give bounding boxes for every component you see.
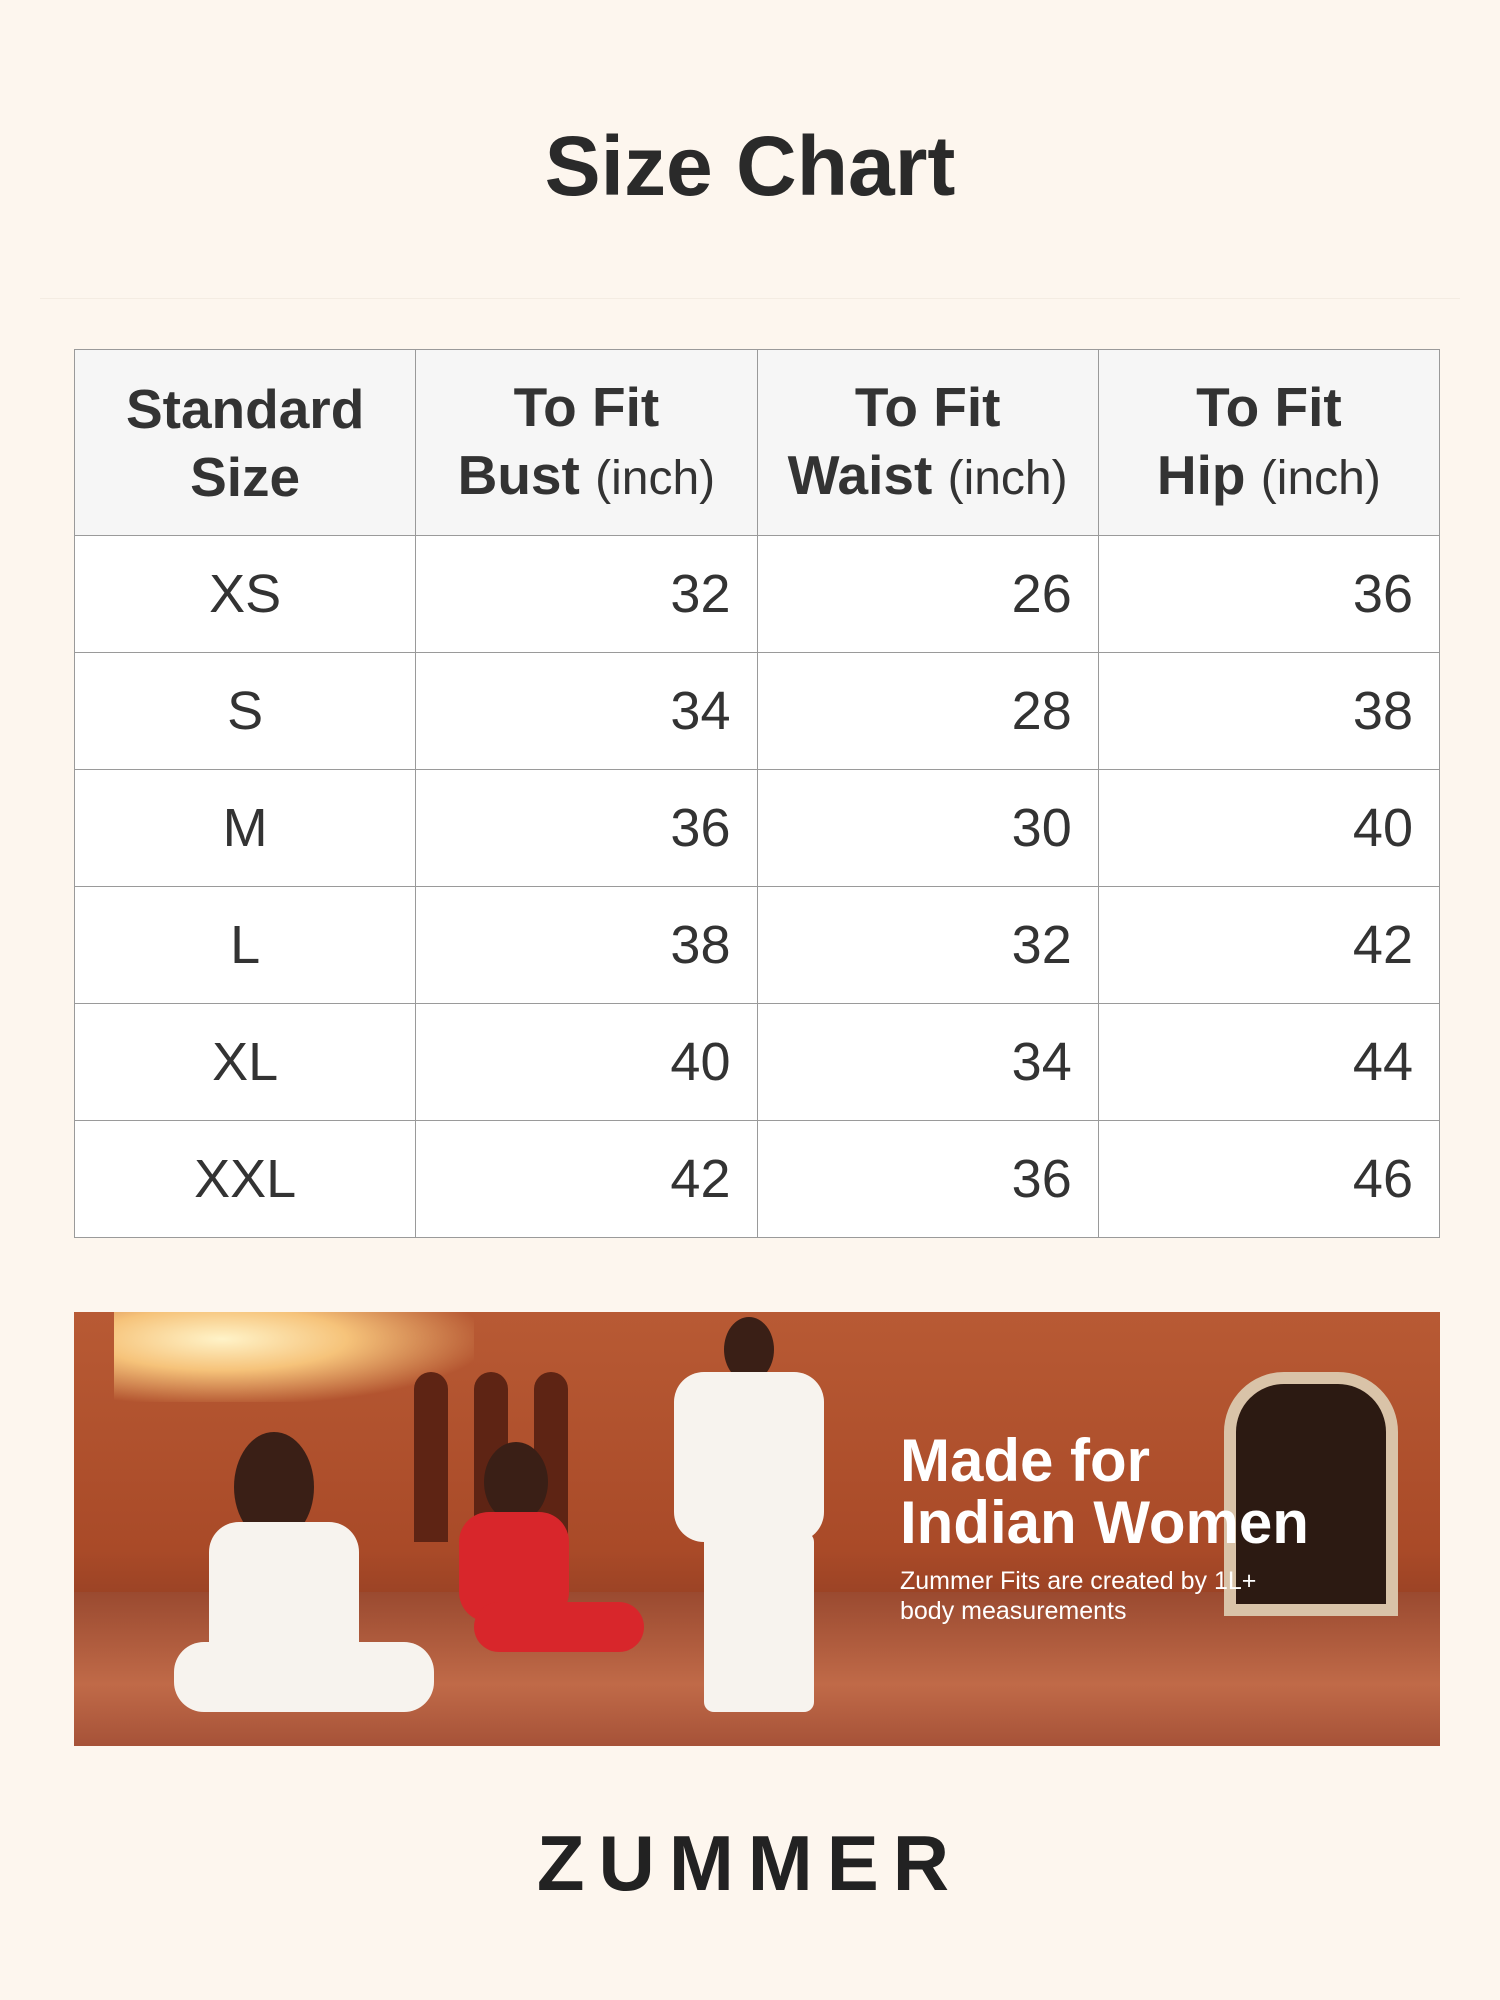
table-row: XXL 42 36 46: [73, 1120, 1441, 1238]
cell-size: S: [73, 652, 417, 770]
table-row: XS 32 26 36: [73, 535, 1441, 653]
table-header-row: Standard Size To Fit Bust (inch) To Fit Wai…: [73, 349, 1441, 536]
cell-hip: 44: [1097, 1003, 1441, 1121]
table-row: S 34 28 38: [73, 652, 1441, 770]
banner-headline: Made for Indian Women: [900, 1430, 1309, 1554]
promo-banner: Made for Indian Women Zummer Fits are cre…: [74, 1312, 1440, 1746]
cell-waist: 30: [756, 769, 1099, 887]
cell-bust: 40: [415, 1003, 758, 1121]
model-2-pants: [474, 1602, 644, 1652]
model-3-hair: [724, 1317, 774, 1382]
brand-logo: ZUMMER: [536, 1819, 964, 1907]
archway: [414, 1372, 448, 1542]
cell-waist: 36: [756, 1120, 1099, 1238]
cell-bust: 38: [415, 886, 758, 1004]
banner-subtext: Zummer Fits are created by 1L+ body measu…: [900, 1566, 1256, 1626]
cell-bust: 42: [415, 1120, 758, 1238]
cell-size: XL: [73, 1003, 417, 1121]
model-3-pants: [704, 1532, 814, 1712]
model-2-hair: [484, 1442, 548, 1522]
subtext-line1: Zummer Fits are created by 1L+: [900, 1567, 1257, 1595]
size-chart-table: Standard Size To Fit Bust (inch) To Fit Wai…: [73, 349, 1441, 1238]
page-title: Size Chart: [544, 119, 956, 213]
cell-size: XS: [73, 535, 417, 653]
cell-size: M: [73, 769, 417, 887]
cell-waist: 32: [756, 886, 1099, 1004]
cell-bust: 32: [415, 535, 758, 653]
header-line1: To Fit: [854, 375, 1001, 438]
cell-bust: 36: [415, 769, 758, 887]
header-unit: (inch): [595, 451, 716, 505]
cell-bust: 34: [415, 652, 758, 770]
cell-size: L: [73, 886, 417, 1004]
cell-waist: 26: [756, 535, 1099, 653]
table-row: XL 40 34 44: [73, 1003, 1441, 1121]
header-line1: To Fit: [1196, 375, 1342, 438]
header-standard-size: Standard Size: [73, 349, 417, 536]
cell-hip: 46: [1097, 1120, 1441, 1238]
header-waist: To Fit Waist (inch): [756, 349, 1099, 536]
model-1-pants: [174, 1642, 434, 1712]
cell-hip: 40: [1097, 769, 1441, 887]
header-bust: To Fit Bust (inch): [415, 349, 758, 536]
subtext-line2: body measurements: [900, 1597, 1127, 1625]
headline-line2: Indian Women: [900, 1489, 1309, 1556]
model-3-shirt: [674, 1372, 824, 1542]
table-row: L 38 32 42: [73, 886, 1441, 1004]
cell-waist: 34: [756, 1003, 1099, 1121]
doorway: [1224, 1372, 1398, 1616]
cell-size: XXL: [73, 1120, 417, 1238]
cell-hip: 36: [1097, 535, 1441, 653]
header-line2: Bust: [457, 443, 580, 506]
header-unit: (inch): [947, 451, 1068, 505]
cell-hip: 38: [1097, 652, 1441, 770]
headline-line1: Made for: [900, 1427, 1151, 1494]
table-row: M 36 30 40: [73, 769, 1441, 887]
header-line2: Waist: [787, 443, 933, 506]
cell-hip: 42: [1097, 886, 1441, 1004]
divider: [40, 298, 1460, 299]
cell-waist: 28: [756, 652, 1099, 770]
header-hip: To Fit Hip (inch): [1097, 349, 1441, 536]
header-line1: Standard: [125, 377, 365, 440]
header-unit: (inch): [1260, 451, 1381, 505]
header-line2: Hip: [1156, 443, 1246, 506]
header-line1: To Fit: [513, 375, 660, 438]
header-line2: Size: [190, 445, 301, 508]
